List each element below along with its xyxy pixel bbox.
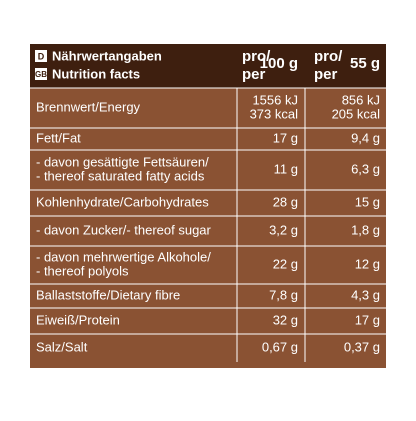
value-portion: 6,3 g [351, 161, 380, 176]
value-100g: 11 g [274, 161, 298, 176]
value-100g: 7,8 g [269, 287, 298, 302]
row-label: - davon gesättigte Fettsäuren/ [36, 154, 209, 169]
header-bg [30, 44, 386, 88]
title: Nutrition facts [52, 66, 140, 81]
row-label: Fett/Fat [36, 130, 81, 145]
row-label: Salz/Salt [36, 339, 88, 354]
value-100g: 17 g [273, 130, 298, 145]
table-bg [30, 44, 386, 368]
row-label: - thereof saturated fatty acids [36, 168, 205, 183]
row-label: Ballaststoffe/Dietary fibre [36, 287, 180, 302]
value-100g: 3,2 g [269, 222, 298, 237]
value-100g: 28 g [273, 194, 298, 209]
value-100g: 32 g [273, 312, 298, 327]
value-portion: 1,8 g [351, 222, 380, 237]
value-portion: 856 kJ [342, 92, 380, 107]
col-pro: pro/ [242, 48, 271, 65]
value-100g: 22 g [273, 256, 298, 271]
value-portion: 205 kcal [332, 106, 381, 121]
value-portion: 12 g [355, 256, 380, 271]
row-label: - davon mehrwertige Alkohole/ [36, 249, 211, 264]
col-per: per [314, 66, 338, 83]
value-portion: 15 g [355, 194, 380, 209]
row-label: Eiweiß/Protein [36, 312, 120, 327]
row-label: - davon Zucker/- thereof sugar [36, 222, 212, 237]
value-100g: 0,67 g [262, 339, 298, 354]
col-amount: 100 g [260, 55, 298, 72]
value-portion: 4,3 g [351, 287, 380, 302]
col-amount: 55 g [350, 55, 380, 72]
badge: GB [35, 70, 47, 79]
value-portion: 17 g [355, 312, 380, 327]
col-pro: pro/ [314, 48, 343, 65]
badge-box [35, 68, 47, 80]
col-per: per [242, 66, 266, 83]
title: Nährwertangaben [52, 48, 162, 63]
row-label: - thereof polyols [36, 263, 129, 278]
row-label: Kohlenhydrate/Carbohydrates [36, 194, 209, 209]
row-label: Brennwert/Energy [36, 99, 141, 114]
value-portion: 9,4 g [351, 130, 380, 145]
value-100g: 1556 kJ [252, 92, 298, 107]
badge: D [38, 51, 45, 61]
value-portion: 0,37 g [344, 339, 380, 354]
value-100g: 373 kcal [250, 106, 299, 121]
badge-box [35, 50, 47, 62]
